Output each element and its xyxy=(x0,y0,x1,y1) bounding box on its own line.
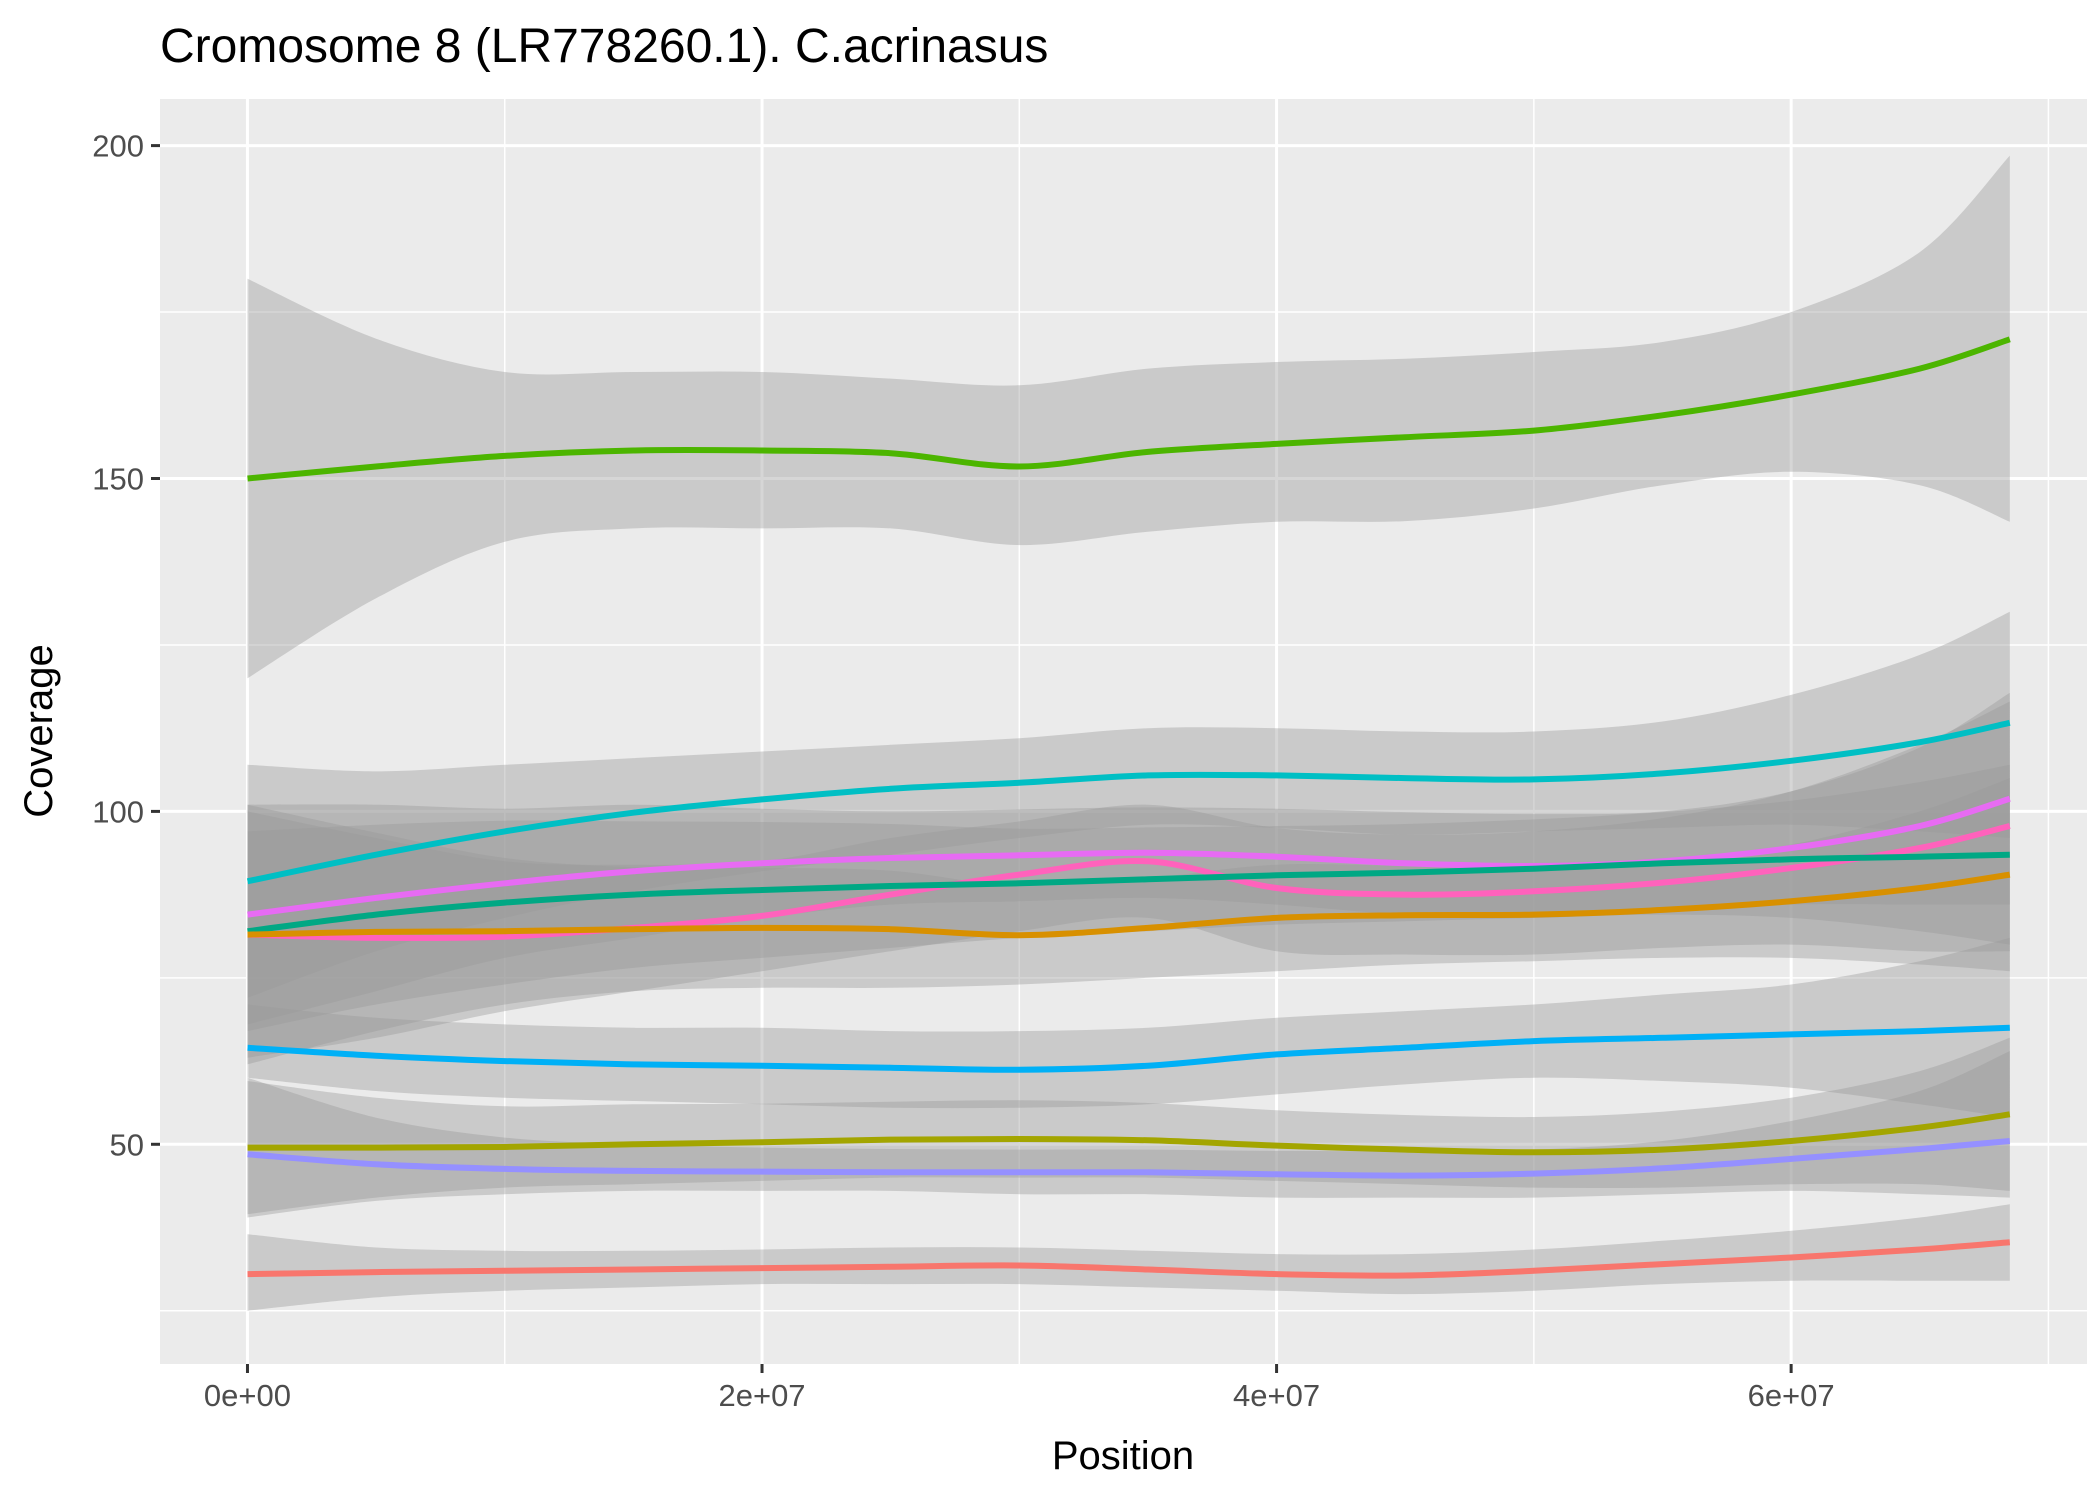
y-tick-label: 50 xyxy=(110,1127,144,1162)
confidence-band-7 xyxy=(247,937,2010,1118)
confidence-band-9 xyxy=(247,1051,2010,1218)
x-tick-label: 6e+07 xyxy=(1748,1378,1835,1413)
minor-gridlines xyxy=(160,99,2087,1364)
x-tick-label: 4e+07 xyxy=(1233,1378,1320,1413)
major-gridlines xyxy=(160,99,2087,1364)
x-axis: 0e+00 2e+07 4e+07 6e+07 xyxy=(204,1364,1835,1413)
confidence-band-6 xyxy=(247,778,2010,1065)
series-line-2 xyxy=(246,719,2011,885)
series-line-5 xyxy=(247,851,2010,935)
series-line-1 xyxy=(247,336,2011,482)
y-axis: 50 100 150 200 xyxy=(92,129,160,1162)
series-line-3 xyxy=(247,795,2011,918)
confidence-band-5 xyxy=(247,764,2010,1032)
series-line-8 xyxy=(247,1111,2011,1156)
series-line-10 xyxy=(247,1239,2011,1279)
confidence-band-10 xyxy=(247,1204,2010,1311)
x-tick-label: 0e+00 xyxy=(204,1378,291,1413)
confidence-band-2 xyxy=(247,611,2010,998)
plot-panel xyxy=(160,99,2087,1364)
y-axis-title: Coverage xyxy=(17,644,61,817)
series-line-6 xyxy=(247,871,2011,939)
series-line-9 xyxy=(247,1138,2011,1179)
x-tick-label: 2e+07 xyxy=(718,1378,805,1413)
series-lines xyxy=(246,336,2011,1279)
y-tick-label: 100 xyxy=(92,794,144,829)
series-line-7 xyxy=(247,1024,2010,1073)
y-tick-label: 200 xyxy=(92,129,144,164)
series-line-4 xyxy=(247,823,2011,942)
x-axis-title: Position xyxy=(1052,1434,1194,1478)
y-tick-label: 150 xyxy=(92,462,144,497)
chart-title: Cromosome 8 (LR778260.1). C.acrinasus xyxy=(160,20,1048,73)
confidence-band-1 xyxy=(247,155,2010,679)
